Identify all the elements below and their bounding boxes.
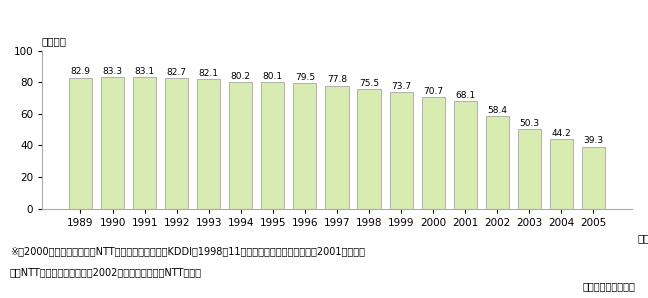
Bar [101,77,124,209]
Bar [229,82,252,209]
Text: 39.3: 39.3 [583,136,603,145]
Text: （年度末）: （年度末） [638,234,648,243]
Text: 80.2: 80.2 [231,72,251,81]
Bar [550,139,573,209]
Bar [389,92,413,209]
Text: 79.5: 79.5 [295,73,315,82]
Text: 58.4: 58.4 [487,106,507,115]
Bar [325,86,349,209]
Text: 各社資料により作成: 各社資料により作成 [582,281,635,291]
Bar [261,82,284,209]
Bar [358,89,380,209]
Bar [197,79,220,209]
Text: 50.3: 50.3 [519,119,539,128]
Text: 44.2: 44.2 [551,128,572,138]
Text: 83.3: 83.3 [102,67,122,76]
Bar [486,116,509,209]
Bar [165,78,188,209]
Text: 77.8: 77.8 [327,75,347,84]
Text: 75.5: 75.5 [359,79,379,88]
Bar [422,97,445,209]
Bar [133,77,156,209]
Text: 73.7: 73.7 [391,82,411,91]
Text: 83.1: 83.1 [135,67,155,76]
Text: 82.1: 82.1 [199,69,219,78]
Text: 68.1: 68.1 [455,91,475,100]
Bar [582,147,605,209]
Bar [69,78,92,209]
Bar [518,129,541,209]
Text: 80.1: 80.1 [263,72,283,81]
Text: 82.9: 82.9 [71,67,91,76]
Bar [294,83,316,209]
Text: ※　2000年度以前は東・西NTT、日本テレコム及びKDDI（1998年11月以前は、日本高速通信）、2001年度は東: ※ 2000年度以前は東・西NTT、日本テレコム及びKDDI（1998年11月以… [10,246,365,256]
Text: （万台）: （万台） [42,36,67,46]
Text: ・西NTT及び日本テレコム、2002年度以降は東・西NTTの合計: ・西NTT及び日本テレコム、2002年度以降は東・西NTTの合計 [10,267,202,277]
Text: 70.7: 70.7 [423,87,443,96]
Bar [454,101,477,209]
Text: 82.7: 82.7 [167,68,187,77]
